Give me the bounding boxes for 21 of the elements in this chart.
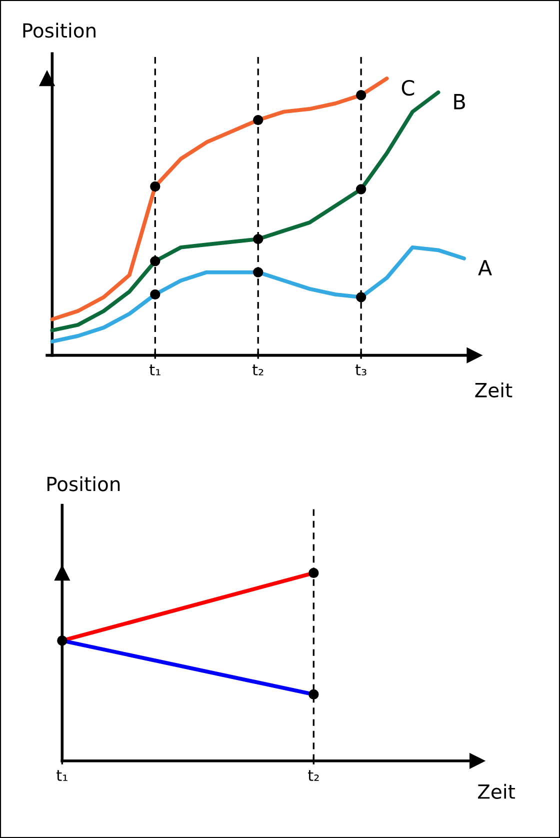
point [253, 114, 264, 126]
point [150, 181, 160, 192]
point [253, 267, 264, 278]
x-tick-label: t₂ [252, 364, 264, 376]
point [356, 90, 366, 100]
point [150, 289, 160, 300]
x-axis-title: Zeit [475, 382, 512, 398]
x-tick-label: t₂ [308, 770, 319, 781]
x-tick-label: t₁ [150, 364, 160, 376]
series-label: C [402, 80, 414, 96]
point [253, 234, 264, 244]
point [356, 292, 366, 302]
y-axis-title: Position [23, 22, 96, 38]
x-tick-label: t₃ [355, 364, 366, 376]
x-axis-title: Zeit [478, 784, 515, 799]
series-label: A [478, 260, 492, 276]
y-axis-title: Position [47, 476, 120, 492]
point [150, 256, 160, 266]
x-tick-label: t₁ [56, 770, 68, 781]
series-label: B [454, 94, 465, 110]
point [356, 184, 366, 194]
